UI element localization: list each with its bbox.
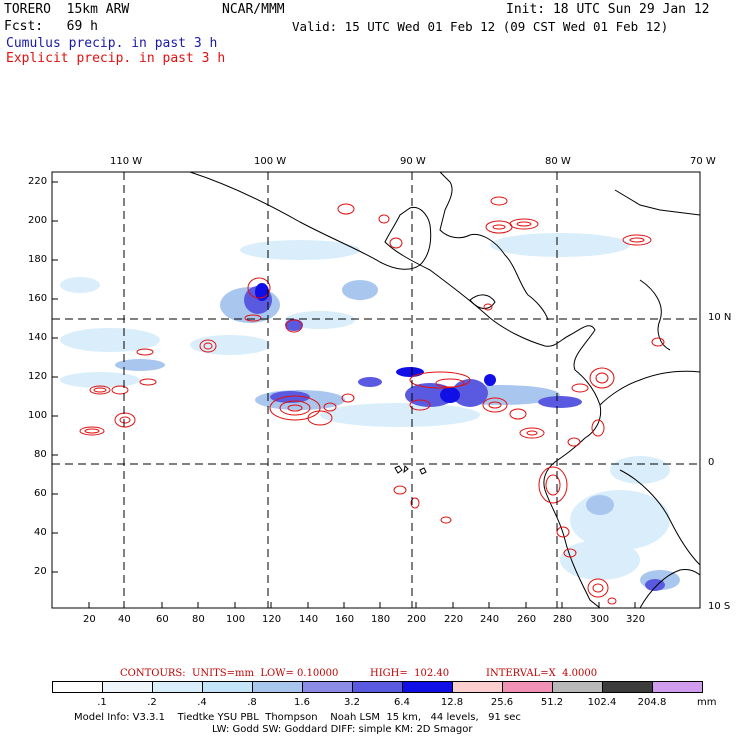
x-tick-label: 80 bbox=[192, 614, 205, 625]
y-tick-label: 60 bbox=[34, 488, 47, 499]
x-tick-label: 300 bbox=[590, 614, 610, 625]
y-tick-label: 120 bbox=[28, 371, 48, 382]
center-name: NCAR/MMM bbox=[222, 2, 285, 17]
lon-label-70w: 70 W bbox=[690, 156, 716, 167]
y-tick-label: 180 bbox=[28, 254, 48, 265]
explicit-label: Explicit precip. in past 3 h bbox=[6, 51, 226, 66]
map-frame bbox=[51, 171, 701, 609]
model-title: TORERO 15km ARW bbox=[4, 2, 130, 17]
x-tick-label: 100 bbox=[226, 614, 246, 625]
y-tick-label: 200 bbox=[28, 215, 48, 226]
x-tick-label: 160 bbox=[335, 614, 355, 625]
latlon-grid bbox=[52, 172, 700, 608]
cumulus-label: Cumulus precip. in past 3 h bbox=[6, 36, 218, 51]
x-axis-ticks bbox=[88, 602, 636, 608]
physics-info: LW: Godd SW: Goddard DIFF: simple KM: 2D… bbox=[212, 724, 473, 735]
x-tick-label: 60 bbox=[156, 614, 169, 625]
lon-label-100w: 100 W bbox=[254, 156, 287, 167]
colorbar-swatch bbox=[402, 681, 453, 693]
y-tick-label: 80 bbox=[34, 449, 47, 460]
contour-interval: INTERVAL=X 4.0000 bbox=[486, 668, 598, 679]
cumulus-heavy-shading bbox=[244, 286, 665, 591]
x-tick-label: 240 bbox=[480, 614, 500, 625]
x-tick-label: 20 bbox=[83, 614, 96, 625]
lon-label-90w: 90 W bbox=[400, 156, 426, 167]
colorbar-units: mm bbox=[697, 697, 717, 708]
colorbar-level-label: 1.6 bbox=[294, 697, 310, 708]
colorbar-level-label: 12.8 bbox=[440, 697, 464, 708]
colorbar-level-label: 51.2 bbox=[540, 697, 564, 708]
colorbar-swatch bbox=[352, 681, 403, 693]
colorbar-swatch bbox=[502, 681, 553, 693]
forecast-hour: Fcst: 69 h bbox=[4, 19, 98, 34]
colorbar-swatch bbox=[152, 681, 203, 693]
x-tick-label: 200 bbox=[407, 614, 427, 625]
lat-label-0: 0 bbox=[708, 457, 715, 468]
x-tick-label: 40 bbox=[118, 614, 131, 625]
x-tick-label: 120 bbox=[262, 614, 282, 625]
y-axis-ticks bbox=[52, 181, 58, 573]
explicit-precip-contours bbox=[79, 196, 665, 605]
colorbar-swatch bbox=[552, 681, 603, 693]
coastlines bbox=[189, 172, 700, 608]
x-tick-label: 320 bbox=[626, 614, 646, 625]
contour-info: CONTOURS: UNITS=mm LOW= 0.10000 bbox=[120, 668, 339, 679]
y-tick-label: 140 bbox=[28, 332, 48, 343]
colorbar-swatch bbox=[452, 681, 503, 693]
y-tick-label: 160 bbox=[28, 293, 48, 304]
colorbar-level-label: .8 bbox=[247, 697, 257, 708]
colorbar-swatch bbox=[652, 681, 703, 693]
lon-label-80w: 80 W bbox=[545, 156, 571, 167]
colorbar-swatch bbox=[52, 681, 103, 693]
y-tick-label: 100 bbox=[28, 410, 48, 421]
x-tick-label: 140 bbox=[299, 614, 319, 625]
colorbar-level-label: 25.6 bbox=[490, 697, 514, 708]
y-tick-label: 40 bbox=[34, 527, 47, 538]
colorbar-level-label: 6.4 bbox=[394, 697, 410, 708]
colorbar-swatch bbox=[602, 681, 653, 693]
colorbar-swatch bbox=[102, 681, 153, 693]
lat-label-10s: 10 S bbox=[708, 601, 731, 612]
colorbar-level-label: .1 bbox=[97, 697, 107, 708]
y-tick-label: 20 bbox=[34, 566, 47, 577]
x-tick-label: 220 bbox=[444, 614, 464, 625]
colorbar-swatch bbox=[302, 681, 353, 693]
colorbar-level-label: 3.2 bbox=[344, 697, 360, 708]
x-tick-label: 260 bbox=[517, 614, 537, 625]
colorbar-level-label: 204.8 bbox=[637, 697, 667, 708]
model-info: Model Info: V3.3.1 Tiedtke YSU PBL Thomp… bbox=[74, 712, 521, 723]
colorbar-level-label: .4 bbox=[197, 697, 207, 708]
y-tick-label: 220 bbox=[28, 176, 48, 187]
contour-high: HIGH= 102.40 bbox=[370, 668, 450, 679]
colorbar-level-label: 102.4 bbox=[587, 697, 617, 708]
init-time: Init: 18 UTC Sun 29 Jan 12 bbox=[506, 2, 710, 17]
colorbar-swatch bbox=[252, 681, 303, 693]
colorbar-level-label: .2 bbox=[147, 697, 157, 708]
x-tick-label: 280 bbox=[553, 614, 573, 625]
valid-time: Valid: 15 UTC Wed 01 Feb 12 (09 CST Wed … bbox=[292, 19, 669, 34]
colorbar-swatch bbox=[202, 681, 253, 693]
lat-label-10n: 10 N bbox=[708, 312, 732, 323]
lon-label-110w: 110 W bbox=[110, 156, 143, 167]
x-tick-label: 180 bbox=[371, 614, 391, 625]
